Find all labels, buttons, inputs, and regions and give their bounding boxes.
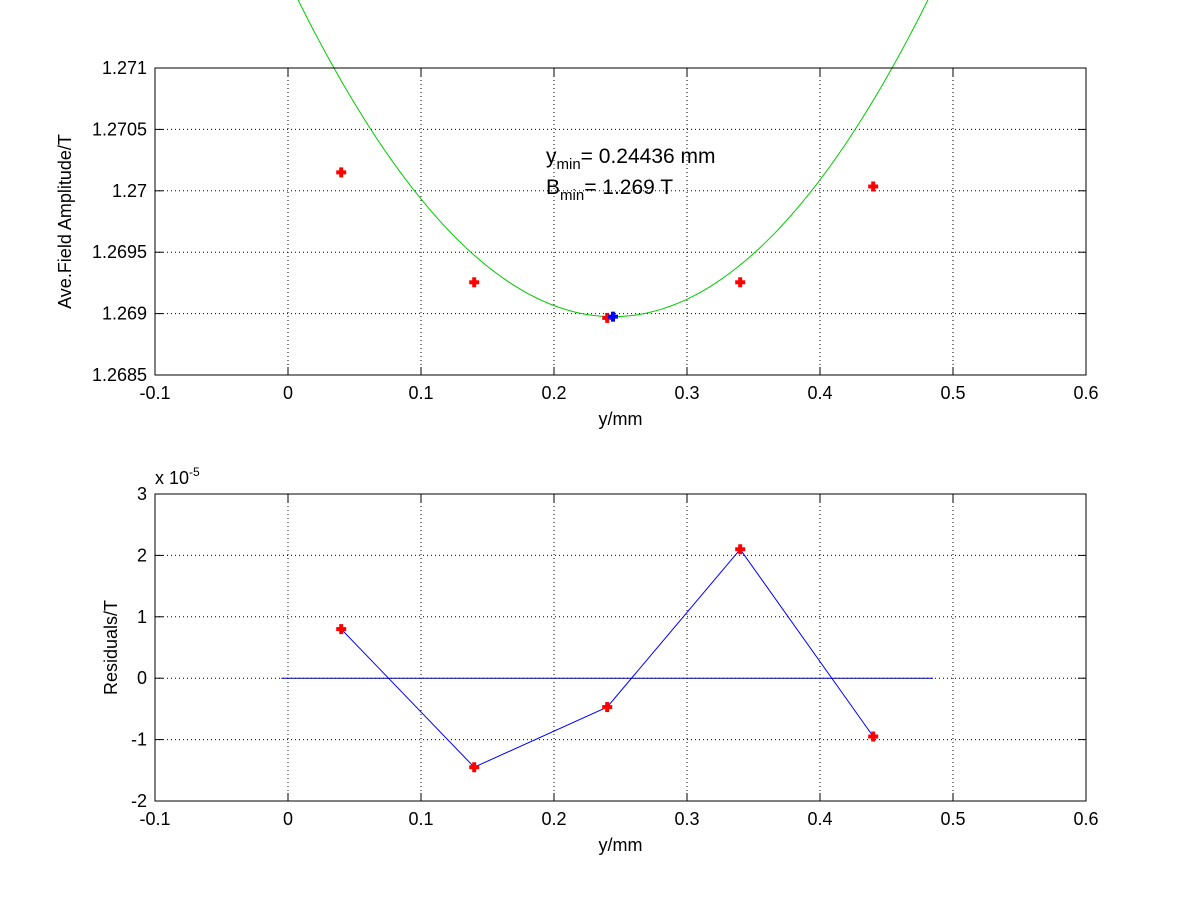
residuals-plot-ytick-label: 2 [137,545,147,565]
fit-plot-ytick-label: 1.2695 [92,242,147,262]
fit-plot: -0.1 0 0.1 0.2 0.3 0.4 0.5 0.6 1.2685 1.269 1.2695… [55,0,1099,429]
residuals-plot-xtick-label: 0.1 [408,809,433,829]
residual-point [469,762,480,773]
data-point [868,181,879,192]
residuals-plot-ytick-label: 0 [137,668,147,688]
residuals-plot-x-axis-label: y/mm [599,835,643,855]
residuals-plot-ytick-label: 1 [137,607,147,627]
y-multiplier-label: x 10-5 [155,465,200,488]
fit-plot-ytick-label: 1.27 [112,181,147,201]
annotation-ymin: ymin= 0.24436 mm [546,145,716,173]
residuals-plot-xtick-label: -0.1 [139,809,170,829]
fit-plot-ytick-label: 1.269 [102,304,147,324]
fit-plot-xtick-label: 0.5 [940,383,965,403]
residuals-plot-marks [281,544,934,773]
fit-plot-xtick-label: 0.2 [541,383,566,403]
fit-plot-ticks: -0.1 0 0.1 0.2 0.3 0.4 0.5 0.6 1.2685 1.269 1.2695… [92,58,1099,403]
residuals-plot: -0.1 0 0.1 0.2 0.3 0.4 0.5 0.6 -2 -1 0 1 2 3 y/mm Res… [101,465,1099,855]
residuals-plot-xtick-label: 0 [283,809,293,829]
fit-plot-marks [297,0,929,323]
residuals-plot-axes-box [154,493,1087,802]
fit-plot-ytick-label: 1.2685 [92,365,147,385]
residuals-plot-y-axis-label: Residuals/T [101,600,121,695]
residuals-plot-ytick-label: -1 [131,730,147,750]
residuals-plot-xtick-label: 0.3 [674,809,699,829]
fit-plot-ytick-label: 1.271 [102,58,147,78]
annotation-ymin-sub: min [557,156,581,173]
annotation-bmin: Bmin= 1.269 T [546,176,673,204]
fit-plot-axes-box [154,67,1087,376]
residual-point [735,544,746,555]
fit-plot-xtick-label: 0.3 [674,383,699,403]
annotation-bmin-sub: min [560,187,584,204]
fit-plot-xtick-label: 0 [283,383,293,403]
residuals-plot-xtick-label: 0.4 [807,809,832,829]
fit-plot-xtick-label: 0.4 [807,383,832,403]
residuals-plot-ytick-label: 3 [137,484,147,504]
minimum-point [607,311,618,322]
fit-plot-xtick-label: -0.1 [139,383,170,403]
annotation-ymin-var: y [546,145,557,168]
fit-plot-x-axis-label: y/mm [599,409,643,429]
data-point [735,277,746,288]
data-point [336,167,347,178]
residual-point [602,702,613,713]
data-point [469,277,480,288]
fit-plot-y-axis-label: Ave.Field Amplitude/T [55,134,75,309]
residuals-plot-ytick-label: -2 [131,791,147,811]
annotation-bmin-var: B [546,176,560,199]
residuals-plot-xtick-label: 0.2 [541,809,566,829]
residuals-plot-xtick-label: 0.6 [1073,809,1098,829]
residual-point [868,731,879,742]
y-multiplier-exponent: -5 [189,465,200,479]
y-multiplier-base: x 10 [155,468,189,488]
residual-point [336,624,347,635]
fit-plot-xtick-label: 0.6 [1073,383,1098,403]
residuals-plot-xtick-label: 0.5 [940,809,965,829]
fit-plot-xtick-label: 0.1 [408,383,433,403]
annotation-ymin-text: = 0.24436 mm [581,145,716,168]
annotation-bmin-text: = 1.269 T [584,176,673,199]
fit-plot-ytick-label: 1.2705 [92,119,147,139]
